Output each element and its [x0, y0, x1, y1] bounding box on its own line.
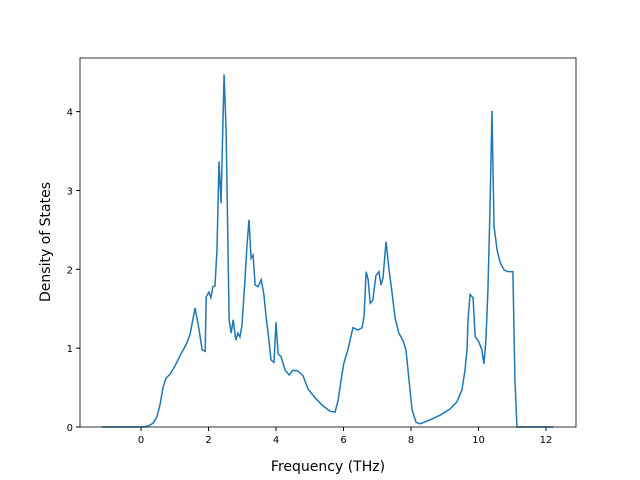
y-tick-label: 0: [67, 423, 73, 434]
y-tick-label: 3: [67, 186, 73, 197]
y-tick-label: 4: [67, 108, 73, 119]
x-tick-label: 2: [205, 435, 211, 446]
y-tick-label: 1: [67, 344, 73, 355]
x-tick-label: 6: [340, 435, 346, 446]
line-series: [101, 74, 554, 428]
x-tick-label: 12: [540, 435, 553, 446]
x-axis-label: Frequency (THz): [271, 459, 385, 475]
y-axis-label: Density of States: [38, 182, 54, 302]
plot-frame: [79, 57, 577, 428]
x-tick-label: 0: [138, 435, 144, 446]
x-tick-label: 10: [472, 435, 485, 446]
y-tick-label: 2: [67, 265, 73, 276]
x-tick-label: 8: [408, 435, 414, 446]
x-tick-label: 4: [273, 435, 279, 446]
